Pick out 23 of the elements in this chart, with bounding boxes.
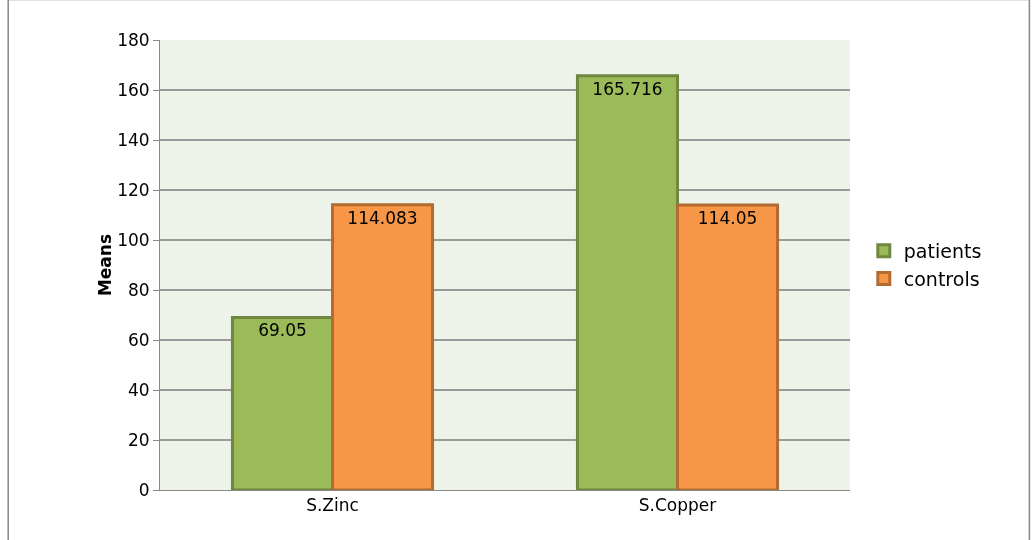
y-tick-label: 40 <box>127 379 150 400</box>
y-tick-label: 180 <box>117 29 150 50</box>
y-tick-label: 160 <box>117 79 150 100</box>
bar <box>331 203 435 490</box>
data-label: 69.05 <box>258 320 307 341</box>
y-tick-label: 60 <box>127 329 150 350</box>
y-axis-title: Means <box>95 233 116 297</box>
bar <box>676 203 780 490</box>
data-label: 165.716 <box>592 78 663 99</box>
y-tick-label: 120 <box>117 179 150 200</box>
legend-label: patients <box>903 240 982 263</box>
y-tick-label: 80 <box>127 279 150 300</box>
x-tick-label: S.Zinc <box>306 495 359 516</box>
bar <box>230 315 334 490</box>
y-tick-label: 0 <box>138 479 150 500</box>
x-tick-label: S.Copper <box>638 495 717 516</box>
bar <box>575 74 679 490</box>
legend-label: controls <box>903 267 980 290</box>
y-tick-label: 20 <box>127 429 150 450</box>
data-label: 114.05 <box>697 207 758 228</box>
data-label: 114.083 <box>347 207 418 228</box>
y-tick-label: 100 <box>117 229 150 250</box>
y-tick-label: 140 <box>117 129 150 150</box>
